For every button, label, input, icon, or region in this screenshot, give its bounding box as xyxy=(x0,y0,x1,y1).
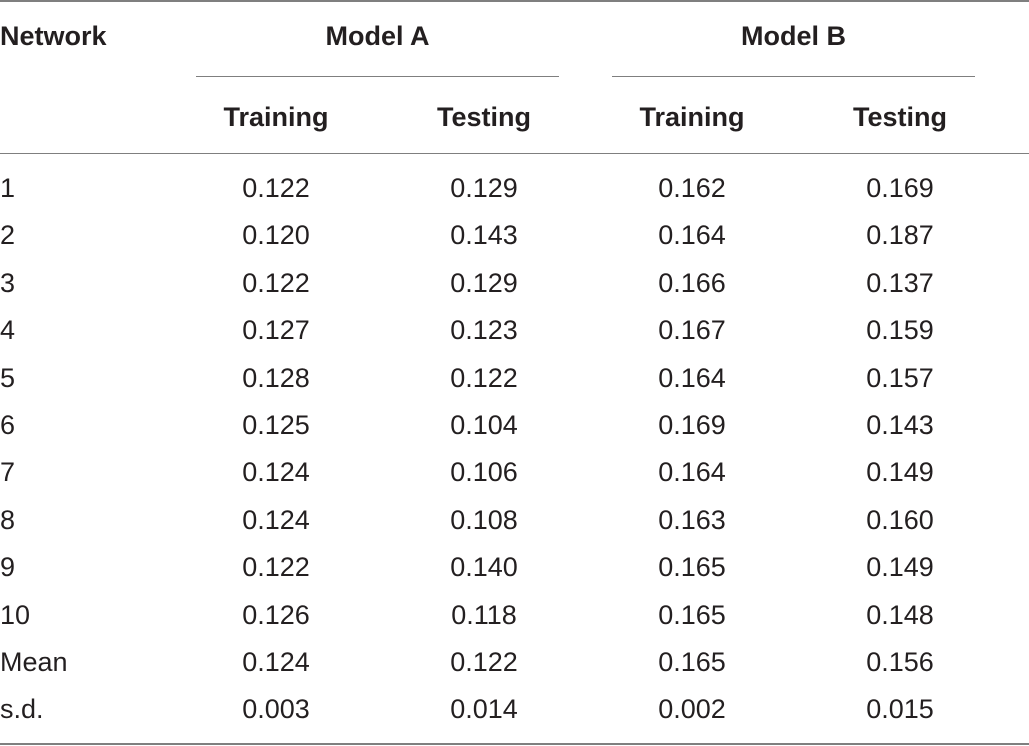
table-row: 1 0.122 0.129 0.162 0.169 xyxy=(0,165,1029,212)
cell-model-b-testing: 0.149 xyxy=(866,457,934,488)
row-label: 8 xyxy=(0,504,16,535)
cell-model-a-training: 0.122 xyxy=(242,173,310,203)
row-label: 2 xyxy=(0,220,16,251)
row-label: 10 xyxy=(0,599,31,630)
row-label: 6 xyxy=(0,409,16,440)
cell-model-a-training: 0.122 xyxy=(242,267,310,298)
cell-model-b-testing: 0.169 xyxy=(866,173,934,203)
header-rule xyxy=(0,153,1029,154)
table-row: 7 0.124 0.106 0.164 0.149 xyxy=(0,449,1029,496)
cell-model-a-training: 0.124 xyxy=(242,504,310,535)
cell-model-b-training: 0.165 xyxy=(658,552,726,583)
header-network: Network xyxy=(0,21,107,51)
cell-model-a-training: 0.122 xyxy=(242,552,310,583)
row-label: s.d. xyxy=(0,694,44,725)
row-label: 5 xyxy=(0,362,16,393)
header-model-a: Model A xyxy=(325,21,430,51)
table-row: 3 0.122 0.129 0.166 0.137 xyxy=(0,260,1029,307)
cell-model-b-testing: 0.149 xyxy=(866,552,934,583)
header-model-b-testing: Testing xyxy=(853,102,947,132)
cell-model-b-training: 0.167 xyxy=(658,315,726,346)
cell-model-a-training: 0.125 xyxy=(242,409,310,440)
table-row: 10 0.126 0.118 0.165 0.148 xyxy=(0,592,1029,639)
cell-model-a-training: 0.127 xyxy=(242,315,310,346)
cell-model-a-training: 0.003 xyxy=(242,694,310,725)
cell-model-b-training: 0.165 xyxy=(658,599,726,630)
cell-model-b-training: 0.169 xyxy=(658,409,726,440)
cell-model-b-training: 0.165 xyxy=(658,646,726,677)
table-row: 2 0.120 0.143 0.164 0.187 xyxy=(0,212,1029,259)
cell-model-a-testing: 0.014 xyxy=(450,694,518,725)
cell-model-b-testing: 0.187 xyxy=(866,220,934,251)
header-model-b: Model B xyxy=(741,21,846,51)
top-rule xyxy=(0,0,1029,2)
cell-model-a-training: 0.126 xyxy=(242,599,310,630)
cell-model-a-testing: 0.106 xyxy=(450,457,518,488)
cell-model-b-testing: 0.137 xyxy=(866,267,934,298)
cell-model-b-testing: 0.143 xyxy=(866,409,934,440)
cell-model-b-testing: 0.015 xyxy=(866,694,934,725)
cell-model-a-testing: 0.129 xyxy=(450,267,518,298)
cell-model-b-training: 0.164 xyxy=(658,362,726,393)
cell-model-a-testing: 0.140 xyxy=(450,552,518,583)
cell-model-b-testing: 0.160 xyxy=(866,504,934,535)
table-row: 5 0.128 0.122 0.164 0.157 xyxy=(0,355,1029,402)
cell-model-b-testing: 0.157 xyxy=(866,362,934,393)
row-label: 1 xyxy=(0,173,16,203)
header-model-a-testing: Testing xyxy=(437,102,531,132)
cell-model-a-testing: 0.122 xyxy=(450,646,518,677)
cell-model-b-training: 0.164 xyxy=(658,457,726,488)
table-row: 8 0.124 0.108 0.163 0.160 xyxy=(0,497,1029,544)
table-row: 6 0.125 0.104 0.169 0.143 xyxy=(0,402,1029,449)
header-model-b-training: Training xyxy=(639,102,745,132)
model-b-rule xyxy=(612,76,975,77)
row-label: Mean xyxy=(0,646,68,677)
cell-model-a-testing: 0.143 xyxy=(450,220,518,251)
header-model-a-training: Training xyxy=(223,102,329,132)
cell-model-b-training: 0.166 xyxy=(658,267,726,298)
table-row-mean: Mean 0.124 0.122 0.165 0.156 xyxy=(0,639,1029,686)
row-label: 9 xyxy=(0,552,16,583)
cell-model-a-testing: 0.104 xyxy=(450,409,518,440)
row-label: 7 xyxy=(0,457,16,488)
cell-model-b-testing: 0.148 xyxy=(866,599,934,630)
table-row-sd: s.d. 0.003 0.014 0.002 0.015 xyxy=(0,686,1029,733)
cell-model-b-testing: 0.159 xyxy=(866,315,934,346)
cell-model-a-training: 0.120 xyxy=(242,220,310,251)
row-label: 3 xyxy=(0,267,16,298)
cell-model-a-testing: 0.108 xyxy=(450,504,518,535)
cell-model-a-testing: 0.123 xyxy=(450,315,518,346)
cell-model-a-testing: 0.122 xyxy=(450,362,518,393)
bottom-rule xyxy=(0,743,1029,745)
cell-model-b-testing: 0.156 xyxy=(866,646,934,677)
cell-model-a-testing: 0.129 xyxy=(450,173,518,203)
cell-model-b-training: 0.002 xyxy=(658,694,726,725)
cell-model-a-training: 0.128 xyxy=(242,362,310,393)
row-label: 4 xyxy=(0,315,16,346)
table-body: 1 0.122 0.129 0.162 0.169 2 0.120 0.143 … xyxy=(0,165,1029,734)
cell-model-b-training: 0.163 xyxy=(658,504,726,535)
cell-model-b-training: 0.162 xyxy=(658,173,726,203)
cell-model-a-testing: 0.118 xyxy=(451,599,517,630)
table-row: 9 0.122 0.140 0.165 0.149 xyxy=(0,544,1029,591)
table-row: 4 0.127 0.123 0.167 0.159 xyxy=(0,307,1029,354)
model-a-rule xyxy=(196,76,559,77)
cell-model-a-training: 0.124 xyxy=(242,646,310,677)
cell-model-a-training: 0.124 xyxy=(242,457,310,488)
cell-model-b-training: 0.164 xyxy=(658,220,726,251)
